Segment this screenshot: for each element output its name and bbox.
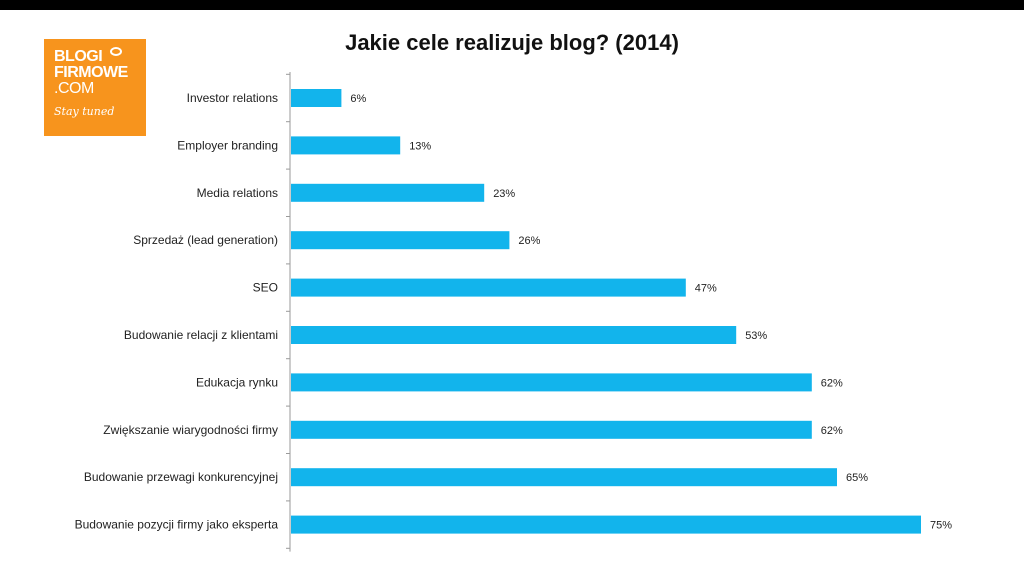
category-label: Media relations bbox=[197, 186, 278, 200]
logo-line-1: BLOGI bbox=[54, 48, 103, 65]
logo-tagline: Stay tuned bbox=[54, 105, 115, 118]
bar bbox=[291, 231, 510, 250]
bar bbox=[291, 278, 686, 297]
bar bbox=[291, 373, 812, 392]
data-label: 13% bbox=[409, 140, 431, 152]
chart-title: Jakie cele realizuje blog? (2014) bbox=[345, 30, 679, 55]
data-label: 53% bbox=[745, 330, 767, 342]
bar bbox=[291, 468, 837, 487]
category-label: Edukacja rynku bbox=[196, 375, 278, 389]
data-label: 65% bbox=[846, 472, 868, 484]
logo-line-3: .COM bbox=[54, 80, 94, 97]
data-label: 47% bbox=[695, 283, 717, 295]
category-label: Employer branding bbox=[177, 138, 278, 152]
data-label: 62% bbox=[821, 425, 843, 437]
data-label: 23% bbox=[493, 188, 515, 200]
category-label: Zwiększanie wiarygodności firmy bbox=[103, 423, 278, 437]
logo-line-2: FIRMOWE bbox=[54, 64, 128, 81]
bar bbox=[291, 89, 342, 107]
category-label: Investor relations bbox=[187, 91, 278, 105]
speech-bubble-icon bbox=[110, 47, 122, 56]
category-label: SEO bbox=[253, 281, 278, 295]
category-label: Budowanie pozycji firmy jako eksperta bbox=[75, 518, 279, 532]
data-label: 6% bbox=[350, 93, 366, 105]
data-label: 75% bbox=[930, 520, 952, 532]
bar bbox=[291, 136, 401, 155]
data-label: 62% bbox=[821, 377, 843, 389]
category-label: Budowanie relacji z klientami bbox=[124, 328, 278, 342]
bar bbox=[291, 183, 485, 202]
category-label: Sprzedaż (lead generation) bbox=[133, 233, 278, 247]
data-label: 26% bbox=[518, 235, 540, 247]
blogi-firmowe-logo: BLOGI FIRMOWE .COM Stay tuned bbox=[44, 39, 146, 136]
bar bbox=[291, 326, 737, 344]
bars-layer: Investor relations 6% Employer branding 13%… bbox=[75, 73, 952, 549]
top-band bbox=[0, 0, 1024, 10]
bar bbox=[291, 420, 812, 439]
bar bbox=[291, 515, 921, 534]
category-label: Budowanie przewagi konkurencyjnej bbox=[84, 470, 278, 484]
